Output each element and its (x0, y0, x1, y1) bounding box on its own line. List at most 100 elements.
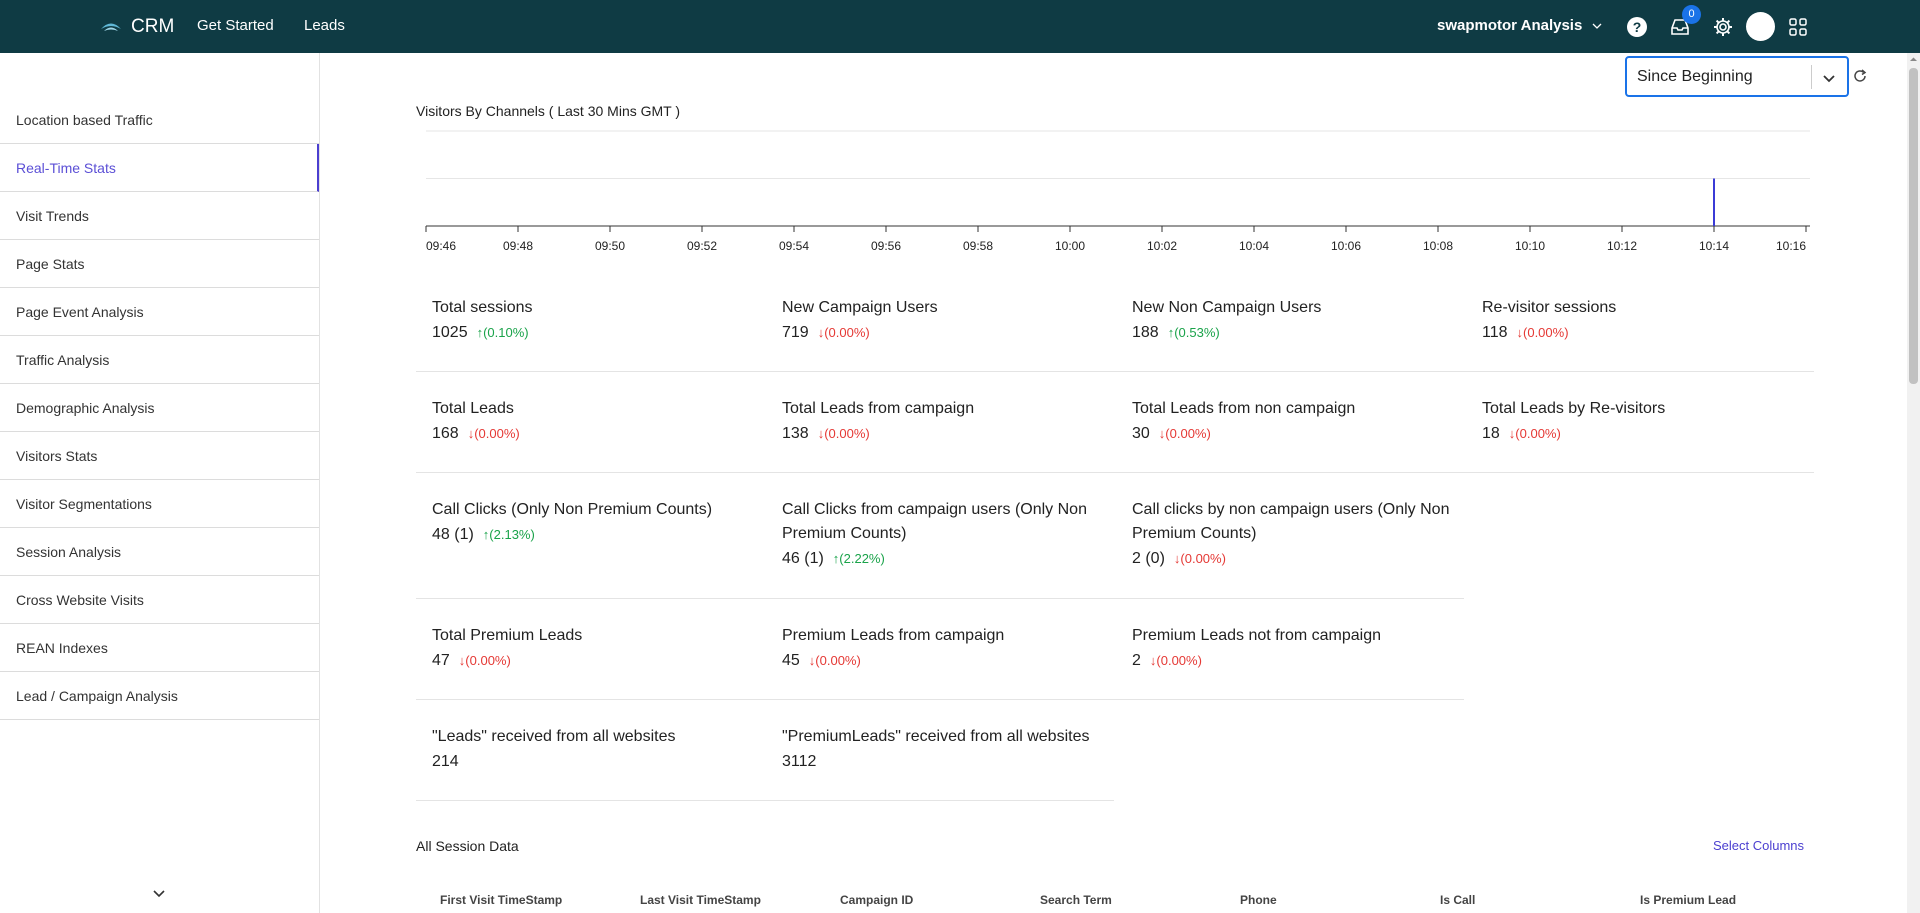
metric-label: Call Clicks (Only Non Premium Counts) (432, 501, 713, 518)
metric-value: 30 (1132, 425, 1150, 442)
column-header-is-call[interactable]: Is Call (1440, 893, 1476, 907)
column-header-is-premium-lead[interactable]: Is Premium Lead (1640, 893, 1737, 907)
metric-value: 18 (1482, 425, 1500, 442)
x-tick-label: 10:16 (1776, 239, 1806, 253)
metric-card: Total Leads from campaign 138 ↓(0.00%) (782, 397, 1112, 443)
metric-value: 48 (1) (432, 526, 474, 543)
metric-label: "Leads" received from all websites (432, 728, 676, 745)
metric-label: New Non Campaign Users (1132, 299, 1322, 316)
x-tick-label: 10:12 (1607, 239, 1637, 253)
metric-value-row: 1025 ↑(0.10%) (432, 324, 762, 342)
metric-card: Total Leads 168 ↓(0.00%) (432, 397, 762, 443)
metric-value-row: 48 (1) ↑(2.13%) (432, 526, 762, 544)
date-range-select[interactable]: Since Beginning (1625, 56, 1849, 97)
account-switcher[interactable]: swapmotor Analysis (1437, 17, 1602, 34)
column-header-phone[interactable]: Phone (1240, 893, 1277, 907)
sidebar-item-visitors-stats[interactable]: Visitors Stats (0, 432, 319, 480)
sidebar-item-rean-indexes[interactable]: REAN Indexes (0, 624, 319, 672)
metric-value: 2 (1132, 652, 1141, 669)
metric-value: 2 (0) (1132, 550, 1165, 567)
metric-card: Total sessions 1025 ↑(0.10%) (432, 296, 762, 342)
sidebar-item-page-event-analysis[interactable]: Page Event Analysis (0, 288, 319, 336)
metric-card: Call Clicks from campaign users (Only No… (782, 498, 1112, 568)
sidebar-item-lead-campaign-analysis[interactable]: Lead / Campaign Analysis (0, 672, 319, 720)
metric-value-row: 46 (1) ↑(2.22%) (782, 550, 1112, 568)
chevron-down-icon (1823, 75, 1835, 83)
help-icon[interactable]: ? (1625, 15, 1649, 39)
metric-label: "PremiumLeads" received from all website… (782, 728, 1090, 745)
metric-delta: ↓(0.00%) (1516, 325, 1569, 340)
sidebar-item-session-analysis[interactable]: Session Analysis (0, 528, 319, 576)
sidebar-item-demographic-analysis[interactable]: Demographic Analysis (0, 384, 319, 432)
sidebar-item-visitor-segmentations[interactable]: Visitor Segmentations (0, 480, 319, 528)
metric-value: 188 (1132, 324, 1159, 341)
metric-delta: ↑(2.22%) (832, 551, 885, 566)
metric-card: Total Premium Leads 47 ↓(0.00%) (432, 624, 762, 670)
row-divider (416, 800, 1114, 801)
sidebar: Location based Traffic Real-Time Stats V… (0, 53, 320, 913)
nav-get-started[interactable]: Get Started (197, 17, 274, 34)
metric-value-row: 118 ↓(0.00%) (1482, 324, 1812, 342)
sidebar-item-traffic-analysis[interactable]: Traffic Analysis (0, 336, 319, 384)
metric-label: Re-visitor sessions (1482, 299, 1617, 316)
inbox-icon[interactable] (1668, 15, 1692, 39)
metric-value-row: 30 ↓(0.00%) (1132, 425, 1462, 443)
metric-value-row: 45 ↓(0.00%) (782, 652, 1112, 670)
metric-value: 118 (1482, 324, 1508, 341)
scroll-thumb[interactable] (1909, 68, 1918, 384)
column-header-first-visit[interactable]: First Visit TimeStamp (440, 893, 563, 907)
x-tick-label: 10:08 (1423, 239, 1453, 253)
sidebar-item-visit-trends[interactable]: Visit Trends (0, 192, 319, 240)
metric-card: Call Clicks (Only Non Premium Counts) 48 … (432, 498, 762, 544)
sidebar-item-cross-website-visits[interactable]: Cross Website Visits (0, 576, 319, 624)
metric-delta: ↑(0.10%) (476, 325, 529, 340)
sidebar-item-location-based-traffic[interactable]: Location based Traffic (0, 96, 319, 144)
nav-leads[interactable]: Leads (304, 17, 345, 34)
column-header-campaign-id[interactable]: Campaign ID (840, 893, 914, 907)
metric-value: 46 (1) (782, 550, 824, 567)
chevron-down-icon[interactable] (150, 885, 168, 903)
metric-value-row: 2 (0) ↓(0.00%) (1132, 550, 1462, 568)
x-tick-label: 10:14 (1699, 239, 1729, 253)
select-columns-link[interactable]: Select Columns (1713, 838, 1805, 853)
date-range-value: Since Beginning (1637, 68, 1753, 85)
metric-card: "PremiumLeads" received from all website… (782, 725, 1112, 771)
metric-card: New Campaign Users 719 ↓(0.00%) (782, 296, 1112, 342)
metric-value: 45 (782, 652, 800, 669)
scroll-up-icon[interactable] (1909, 55, 1918, 64)
x-tick-label: 09:52 (687, 239, 717, 253)
metric-value-row: 3112 (782, 753, 1112, 771)
x-tick-label: 10:04 (1239, 239, 1269, 253)
sidebar-item-page-stats[interactable]: Page Stats (0, 240, 319, 288)
x-tick-label: 09:54 (779, 239, 809, 253)
apps-grid-icon[interactable] (1786, 15, 1810, 39)
metric-delta: ↓(0.00%) (808, 653, 861, 668)
metric-delta: ↓(0.00%) (817, 325, 870, 340)
metric-label: Total Leads by Re-visitors (1482, 400, 1666, 417)
x-tick-label: 10:06 (1331, 239, 1361, 253)
sidebar-item-real-time-stats[interactable]: Real-Time Stats (0, 144, 319, 192)
metric-value-row: 2 ↓(0.00%) (1132, 652, 1462, 670)
metric-delta: ↓(0.00%) (1158, 426, 1211, 441)
metric-label: Premium Leads from campaign (782, 627, 1005, 644)
metric-label: Total Premium Leads (432, 627, 583, 644)
metric-card: Call clicks by non campaign users (Only … (1132, 498, 1462, 568)
metric-value: 214 (432, 753, 459, 770)
x-tick-label: 09:48 (503, 239, 533, 253)
column-header-search-term[interactable]: Search Term (1040, 893, 1112, 907)
metric-label: Premium Leads not from campaign (1132, 627, 1381, 644)
metric-label: Total Leads from campaign (782, 400, 975, 417)
gear-icon[interactable] (1711, 15, 1735, 39)
metric-delta: ↑(2.13%) (482, 527, 535, 542)
column-header-last-visit[interactable]: Last Visit TimeStamp (640, 893, 761, 907)
avatar[interactable] (1746, 12, 1775, 41)
row-divider (416, 598, 1464, 599)
x-tick-label: 10:10 (1515, 239, 1545, 253)
metric-delta: ↓(0.00%) (467, 426, 520, 441)
refresh-icon[interactable] (1852, 68, 1868, 84)
x-tick-label: 09:58 (963, 239, 993, 253)
metric-delta: ↓(0.00%) (1508, 426, 1561, 441)
visitors-by-channels-chart: 09:46 09:48 09:50 09:52 09:54 09:56 09:58 10:00… (425, 130, 1810, 253)
brand[interactable]: CRM (99, 14, 174, 40)
x-tick-label: 09:46 (426, 239, 456, 253)
